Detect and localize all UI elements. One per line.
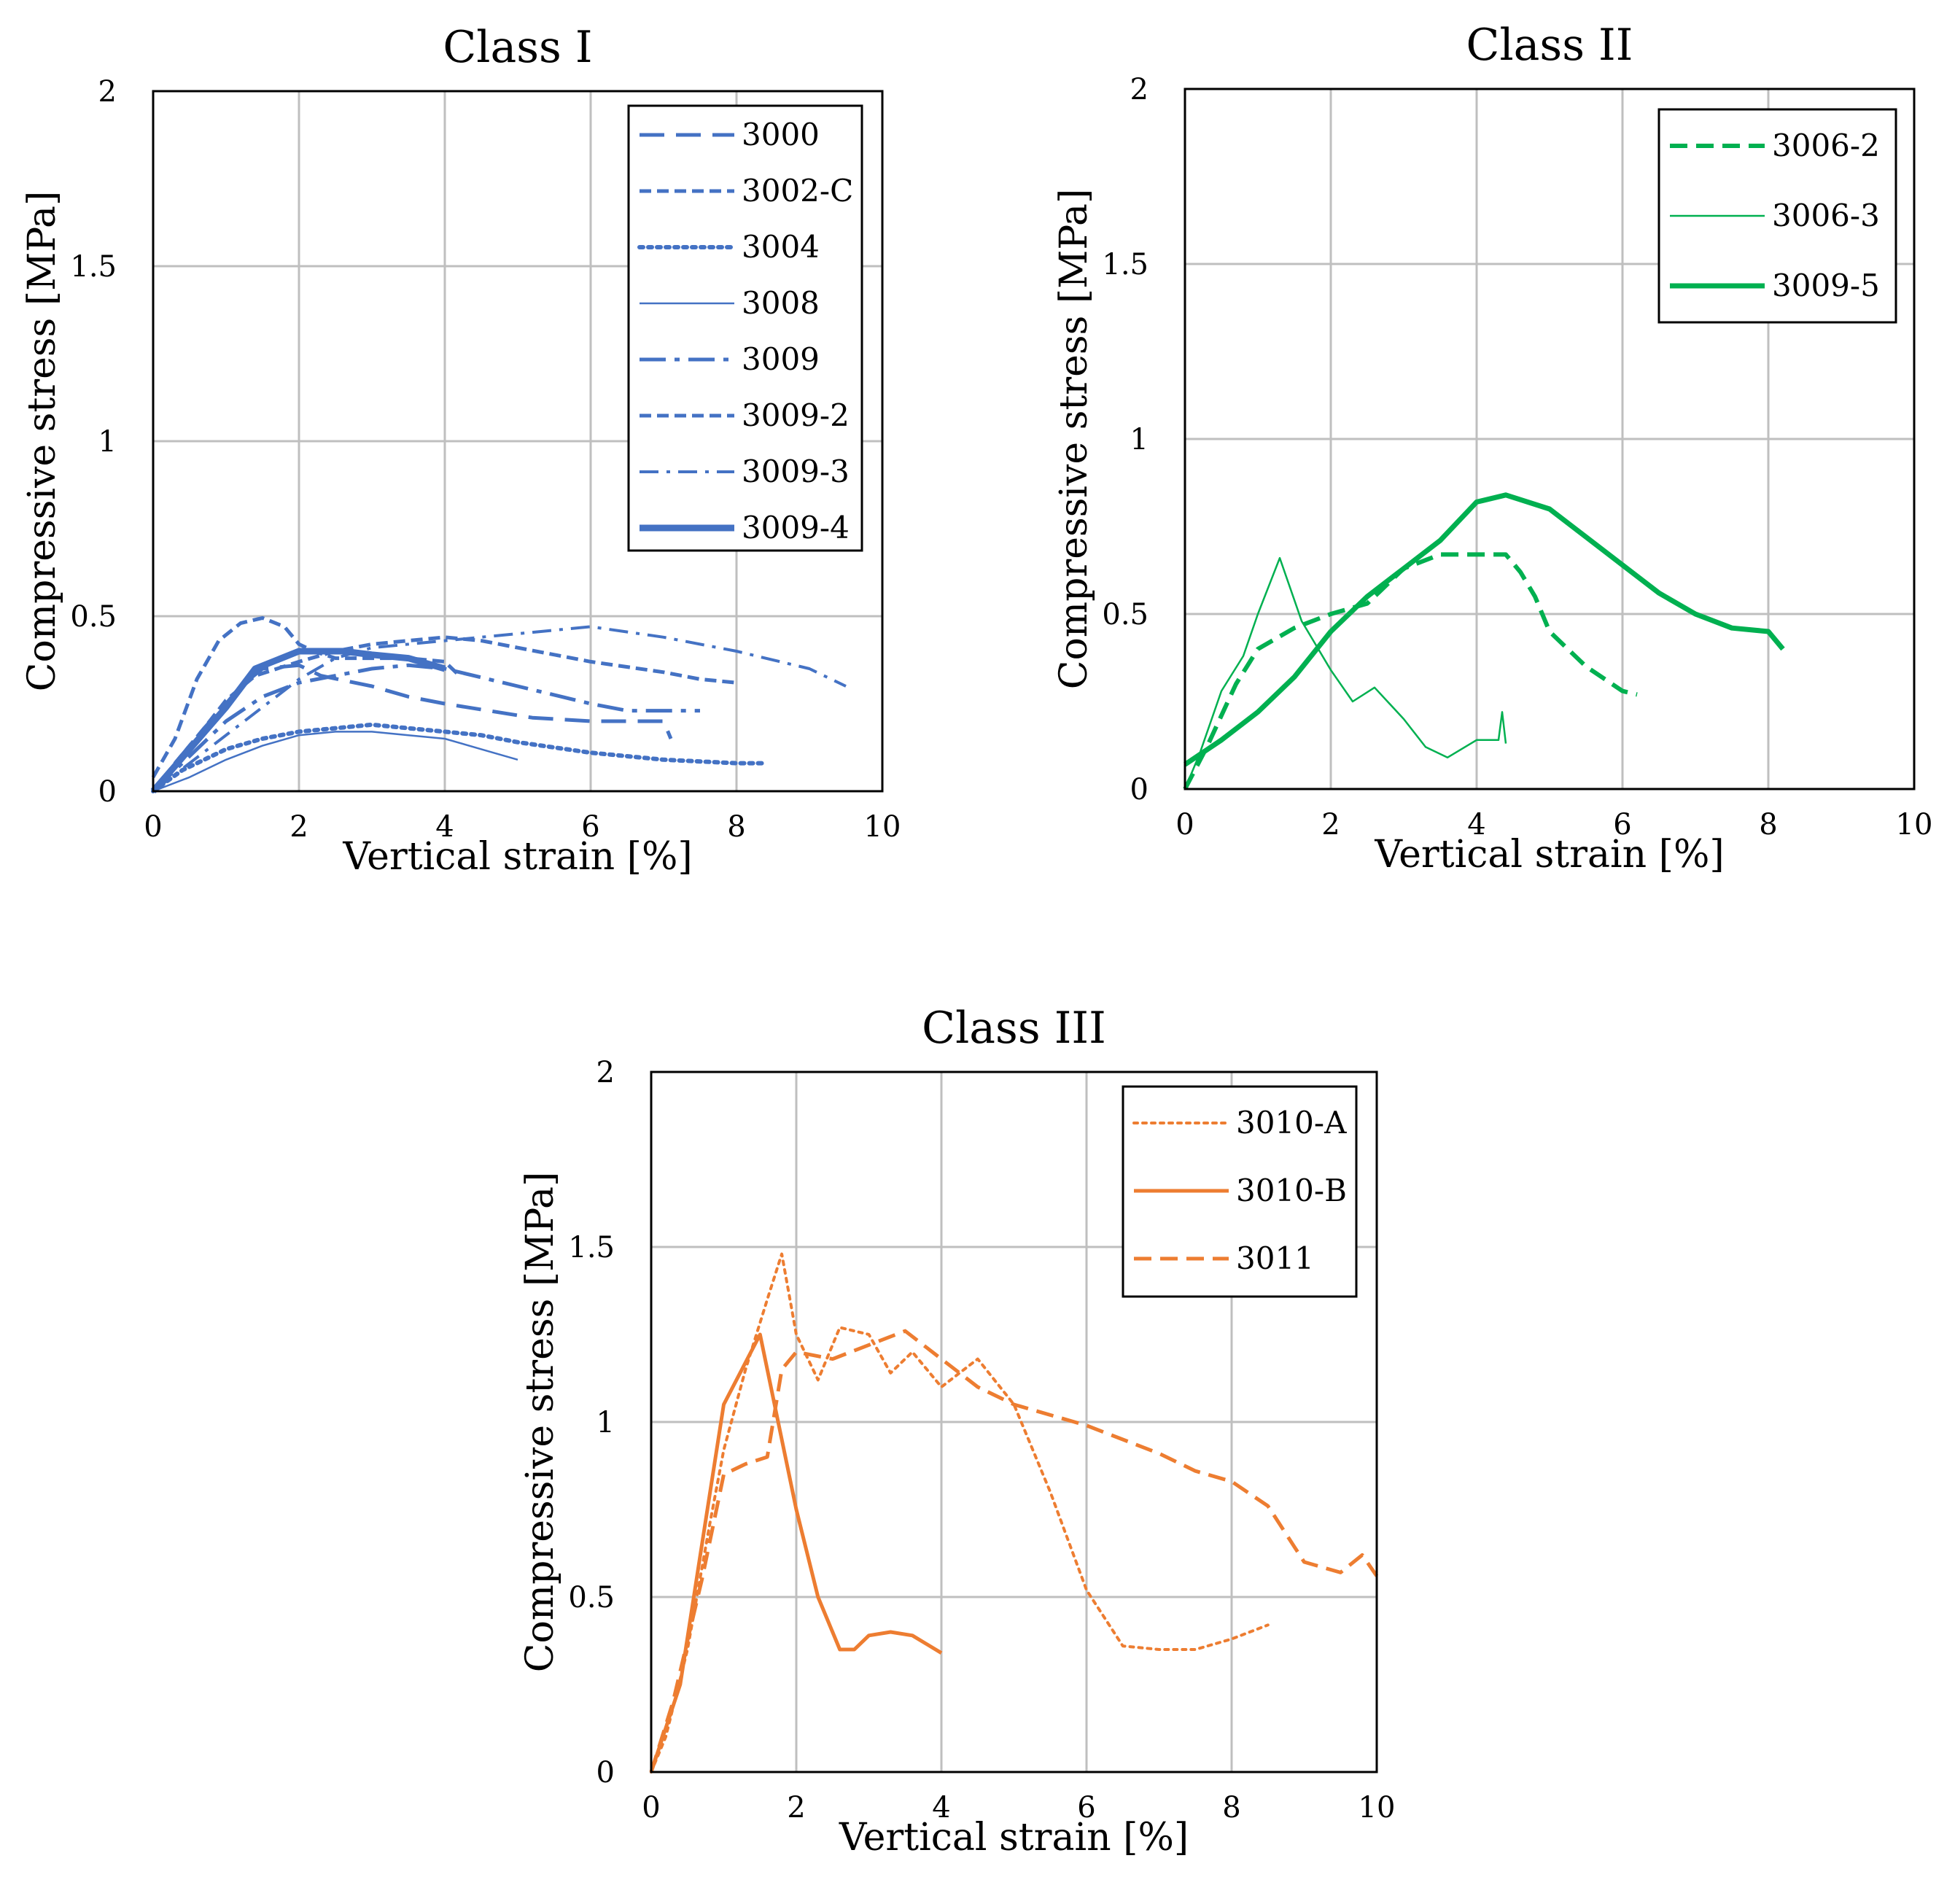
x-tick-label: 8	[1759, 808, 1777, 842]
x-tick-label: 10	[1359, 1791, 1396, 1825]
y-tick-label: 0.5	[1102, 598, 1148, 632]
x-tick-label: 4	[435, 810, 454, 844]
chart-title: Class III	[922, 1003, 1106, 1054]
y-tick-label: 1.5	[1102, 248, 1148, 281]
x-tick-label: 0	[1175, 808, 1194, 842]
legend-label-3002-C: 3002-C	[742, 173, 853, 209]
series-line-3009-4	[150, 648, 446, 793]
x-axis-title: Vertical strain [%]	[839, 1816, 1189, 1860]
legend-label-3010-B: 3010-B	[1236, 1173, 1347, 1208]
legend-label-3004: 3004	[742, 229, 820, 265]
series-line-3006-2	[1183, 552, 1638, 790]
legend: 3000 3002-C 3004 3008 3009 3009-2 3009-3 3009-4	[627, 104, 863, 552]
legend-label-3000: 3000	[742, 117, 820, 152]
series-line-3008	[152, 731, 518, 793]
legend-label-3010-A: 3010-A	[1236, 1105, 1347, 1141]
legend-box	[627, 104, 863, 552]
chart-title: Class II	[1466, 20, 1633, 71]
series-line-3011	[649, 1329, 1379, 1773]
series-line-3004	[151, 722, 768, 793]
y-tick-label: 1	[1130, 423, 1148, 456]
x-tick-label: 10	[1896, 808, 1933, 842]
legend-label-3009-2: 3009-2	[742, 397, 850, 433]
y-tick-label: 0	[596, 1756, 615, 1790]
legend-label-3009-4: 3009-4	[742, 510, 850, 545]
y-tick-label: 0.5	[70, 600, 117, 634]
x-axis-title: Vertical strain [%]	[1374, 833, 1724, 877]
x-tick-label: 2	[1321, 808, 1340, 842]
series-line-3010-A	[650, 1252, 1270, 1773]
x-tick-label: 0	[642, 1791, 660, 1825]
legend-label-3006-2: 3006-2	[1772, 128, 1880, 163]
legend-label-3008: 3008	[742, 285, 820, 321]
y-tick-label: 0.5	[568, 1581, 615, 1614]
chart-panel-1: 0 2 4 6 8 10 0 0.5 1 1.5 2 Class I Vertical strain […	[20, 22, 901, 879]
x-tick-label: 10	[864, 810, 901, 844]
x-tick-label: 2	[289, 810, 308, 844]
y-tick-label: 1.5	[70, 250, 117, 284]
legend-label-3009: 3009	[742, 341, 820, 377]
chart-panel-2: 0 2 4 6 8 10 0 0.5 1 1.5 2 Class II Vertical strain …	[1052, 20, 1932, 877]
y-axis-title: Compressive stress [MPa]	[1052, 189, 1096, 690]
x-tick-label: 8	[1222, 1791, 1240, 1825]
x-tick-label: 4	[932, 1791, 950, 1825]
x-tick-label: 6	[581, 810, 599, 844]
y-axis-title: Compressive stress [MPa]	[20, 191, 64, 692]
y-tick-label: 2	[98, 75, 117, 109]
plot-area-frame	[152, 90, 884, 793]
series-line-3002-C	[152, 635, 737, 793]
series-line-3009-5	[1184, 492, 1785, 767]
y-tick-label: 2	[1130, 73, 1148, 106]
y-axis-title: Compressive stress [MPa]	[518, 1172, 562, 1673]
y-tick-label: 1	[596, 1406, 615, 1439]
series-line-3009-3	[152, 625, 847, 793]
x-tick-label: 4	[1467, 808, 1485, 842]
y-tick-label: 0	[98, 775, 117, 809]
chart-panel-3: 0 2 4 6 8 10 0 0.5 1 1.5 2 Class III Vertical strain…	[518, 1003, 1395, 1860]
series-line-3009	[152, 663, 700, 793]
chart-title: Class I	[443, 22, 592, 73]
legend: 3010-A 3010-B 3011	[1122, 1085, 1358, 1298]
legend-label-3009-5: 3009-5	[1772, 268, 1880, 303]
x-tick-label: 2	[787, 1791, 805, 1825]
legend-label-3006-3: 3006-3	[1772, 198, 1880, 233]
series-line-3006-3	[1184, 556, 1507, 790]
x-tick-label: 0	[144, 810, 162, 844]
legend-label-3011: 3011	[1236, 1240, 1314, 1276]
x-tick-label: 6	[1077, 1791, 1095, 1825]
legend-label-3009-3: 3009-3	[742, 454, 850, 489]
legend: 3006-2 3006-3 3009-5	[1657, 108, 1897, 324]
x-tick-label: 6	[1613, 808, 1631, 842]
x-axis-title: Vertical strain [%]	[342, 835, 692, 879]
y-tick-label: 2	[596, 1056, 615, 1089]
x-tick-label: 8	[727, 810, 745, 844]
plot-area-frame	[1184, 88, 1916, 790]
plot-area-frame	[650, 1070, 1378, 1773]
y-tick-label: 1.5	[568, 1231, 615, 1264]
y-tick-label: 1	[98, 425, 117, 459]
y-tick-label: 0	[1130, 773, 1148, 807]
series-line-3010-B	[649, 1332, 943, 1773]
